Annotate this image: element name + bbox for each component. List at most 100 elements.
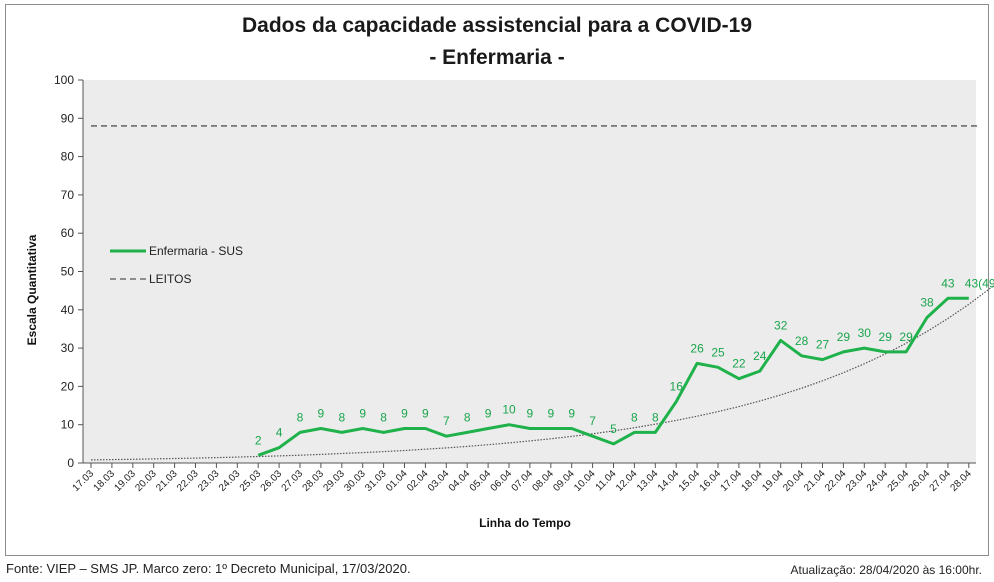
- data-label: 25: [711, 345, 725, 359]
- x-tick-label: 11.04: [594, 468, 619, 493]
- data-label: 43(49%): [965, 276, 994, 290]
- data-label: 8: [338, 410, 345, 424]
- data-label: 28: [795, 334, 809, 348]
- x-tick-label: 07.04: [510, 468, 536, 494]
- y-tick-label: 50: [61, 265, 75, 279]
- data-label: 7: [589, 414, 596, 428]
- x-tick-label: 17.03: [71, 468, 97, 494]
- data-label: 32: [774, 318, 788, 332]
- data-label: 16: [670, 380, 684, 394]
- data-label: 26: [690, 341, 704, 355]
- data-label: 9: [485, 407, 492, 421]
- data-label: 22: [732, 357, 746, 371]
- x-tick-label: 18.04: [739, 468, 765, 494]
- x-tick-label: 27.04: [928, 468, 954, 494]
- x-tick-label: 15.04: [677, 468, 703, 494]
- x-tick-label: 26.03: [259, 468, 285, 494]
- data-label: 9: [568, 407, 575, 421]
- data-label: 7: [443, 414, 450, 428]
- x-tick-label: 22.04: [823, 468, 849, 494]
- x-tick-label: 20.03: [133, 468, 159, 494]
- data-label: 38: [920, 295, 934, 309]
- x-tick-label: 26.04: [907, 468, 933, 494]
- x-tick-label: 10.04: [572, 468, 598, 494]
- footer-updated: Atualização: 28/04/2020 às 16:00hr.: [790, 563, 982, 577]
- x-tick-label: 08.04: [530, 468, 556, 494]
- chart-subtitle: - Enfermaria -: [429, 46, 565, 69]
- x-tick-label: 05.04: [468, 468, 494, 494]
- x-tick-label: 18.03: [92, 468, 118, 494]
- data-label: 27: [816, 338, 830, 352]
- x-tick-label: 19.04: [760, 468, 786, 494]
- data-label: 9: [359, 407, 366, 421]
- y-tick-label: 10: [61, 418, 75, 432]
- data-label: 24: [753, 349, 767, 363]
- x-tick-label: 28.03: [301, 468, 327, 494]
- data-label: 9: [527, 407, 534, 421]
- x-tick-label: 04.04: [447, 468, 473, 494]
- data-label: 4: [276, 426, 283, 440]
- data-label: 9: [422, 407, 429, 421]
- data-label: 9: [547, 407, 554, 421]
- x-tick-label: 20.04: [781, 468, 807, 494]
- y-tick-label: 70: [61, 188, 75, 202]
- x-tick-label: 01.04: [384, 468, 410, 494]
- x-tick-label: 16.04: [698, 468, 724, 494]
- x-tick-label: 31.03: [363, 468, 389, 494]
- chart-title: Dados da capacidade assistencial para a …: [241, 14, 753, 37]
- data-label: 29: [899, 330, 913, 344]
- y-tick-label: 80: [61, 150, 75, 164]
- y-tick-label: 100: [54, 73, 74, 87]
- legend-label-enfermaria: Enfermaria - SUS: [149, 244, 243, 258]
- y-tick-label: 40: [61, 303, 75, 317]
- y-tick-label: 30: [61, 341, 75, 355]
- series-lines: [90, 125, 994, 461]
- x-tick-label: 21.03: [154, 468, 180, 494]
- x-tick-label: 25.03: [238, 468, 264, 494]
- x-tick-label: 17.04: [719, 468, 745, 494]
- x-axis: 17.0318.0319.0320.0321.0322.0323.0324.03…: [71, 462, 976, 494]
- x-tick-label: 25.04: [886, 468, 912, 494]
- x-tick-label: 22.03: [175, 468, 201, 494]
- x-tick-label: 23.03: [196, 468, 222, 494]
- data-label: 10: [502, 403, 516, 417]
- x-tick-label: 24.04: [865, 468, 891, 494]
- x-tick-label: 28.04: [948, 468, 974, 494]
- x-tick-label: 19.03: [112, 468, 138, 494]
- plot-area: [83, 80, 976, 463]
- x-tick-label: 30.03: [342, 468, 368, 494]
- trendline: [90, 284, 994, 461]
- data-label: 43: [941, 276, 955, 290]
- data-label: 8: [464, 410, 471, 424]
- data-label: 29: [879, 330, 893, 344]
- enfermaria-line: [257, 296, 969, 457]
- x-tick-label: 14.04: [656, 468, 682, 494]
- y-tick-label: 90: [61, 111, 75, 125]
- data-label: 30: [858, 326, 872, 340]
- x-tick-label: 27.03: [280, 468, 306, 494]
- data-label: 8: [297, 410, 304, 424]
- data-label: 2: [255, 433, 262, 447]
- data-label: 29: [837, 330, 851, 344]
- data-label: 8: [652, 410, 659, 424]
- x-tick-label: 02.04: [405, 468, 431, 494]
- x-tick-label: 24.03: [217, 468, 243, 494]
- footer-source: Fonte: VIEP – SMS JP. Marco zero: 1º Dec…: [6, 561, 411, 576]
- legend-label-leitos: LEITOS: [149, 272, 191, 286]
- x-tick-label: 13.04: [635, 468, 661, 494]
- y-tick-label: 60: [61, 226, 75, 240]
- x-tick-label: 09.04: [551, 468, 577, 494]
- x-tick-label: 21.04: [802, 468, 828, 494]
- data-label: 9: [401, 407, 408, 421]
- x-tick-label: 29.03: [321, 468, 347, 494]
- data-label: 5: [610, 422, 617, 436]
- data-label: 8: [631, 410, 638, 424]
- legend: Enfermaria - SUS LEITOS: [110, 244, 243, 286]
- x-tick-label: 06.04: [489, 468, 515, 494]
- x-tick-label: 12.04: [614, 468, 640, 494]
- y-axis: 0 10 20 30 40 50 60 70 80 90 100: [54, 73, 84, 470]
- x-axis-title: Linha do Tempo: [479, 516, 571, 530]
- y-tick-label: 20: [61, 379, 75, 393]
